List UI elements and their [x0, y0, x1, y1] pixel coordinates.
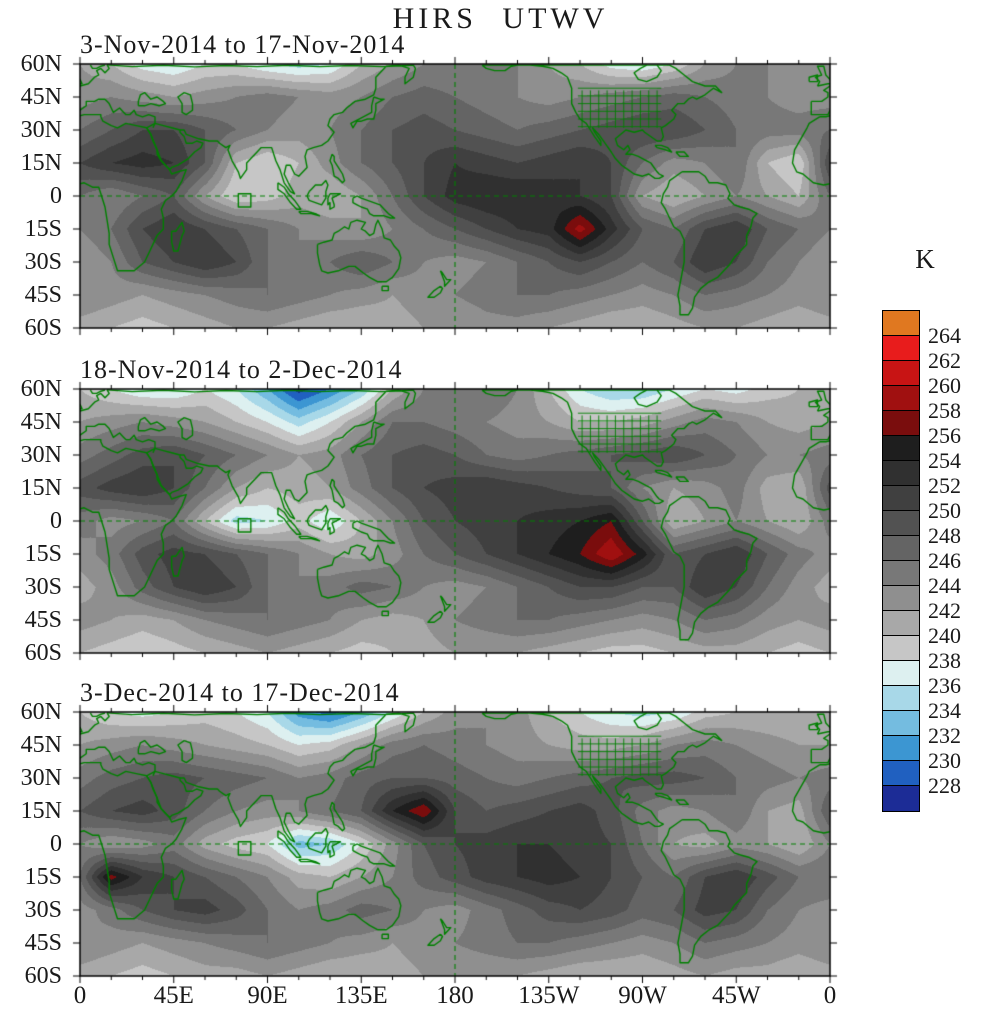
- y-tick-label: 15N: [20, 798, 62, 824]
- figure-title: HIRS UTWV: [392, 2, 609, 35]
- y-tick-label: 60N: [20, 376, 62, 402]
- colorbar-tick-label: 264: [928, 323, 961, 348]
- y-tick-label: 15N: [20, 475, 62, 501]
- colorbar-box: [883, 561, 919, 586]
- colorbar-tick-label: 246: [928, 548, 961, 573]
- y-tick-label: 45N: [20, 409, 62, 435]
- colorbar-box: [883, 711, 919, 736]
- map-canvas-panel-2: [72, 381, 838, 661]
- y-tick-label: 45N: [20, 84, 62, 110]
- x-tick-label: 135E: [334, 982, 388, 1009]
- colorbar-tick-label: 262: [928, 348, 961, 373]
- colorbar-tick-label: 258: [928, 398, 961, 423]
- colorbar-box: [883, 536, 919, 561]
- map-canvas-panel-3: [72, 704, 838, 984]
- y-tick-label: 45S: [24, 282, 62, 308]
- x-tick-label: 90W: [618, 982, 667, 1009]
- colorbar-tick-label: 254: [928, 448, 961, 473]
- colorbar-box: [883, 661, 919, 686]
- colorbar-box: [883, 411, 919, 436]
- colorbar-tick-label: 232: [928, 723, 961, 748]
- x-axis-labels: 0 45E 90E 135E 180 135W 90W 45W 0: [0, 982, 1001, 1012]
- y-tick-label: 30S: [24, 574, 62, 600]
- colorbar-tick-label: 256: [928, 423, 961, 448]
- colorbar-tick-label: 252: [928, 473, 961, 498]
- colorbar-box: [883, 786, 919, 811]
- x-tick-label: 135W: [518, 982, 580, 1009]
- colorbar-boxes: [882, 310, 920, 812]
- y-tick-label: 30S: [24, 897, 62, 923]
- y-tick-label: 45N: [20, 732, 62, 758]
- y-tick-label: 60N: [20, 699, 62, 725]
- y-tick-label: 30N: [20, 442, 62, 468]
- y-tick-label: 0: [50, 831, 62, 857]
- y-tick-label: 60S: [24, 963, 62, 989]
- y-tick-label: 45S: [24, 607, 62, 633]
- colorbar-box: [883, 736, 919, 761]
- x-tick-label: 45W: [711, 982, 761, 1009]
- colorbar-box: [883, 511, 919, 536]
- colorbar-box: [883, 461, 919, 486]
- colorbar-box: [883, 686, 919, 711]
- y-tick-label: 60N: [20, 51, 62, 77]
- colorbar-box: [883, 761, 919, 786]
- y-tick-label: 15S: [24, 541, 62, 567]
- x-tick-label: 90E: [247, 982, 288, 1009]
- colorbar-tick-label: 244: [928, 573, 961, 598]
- colorbar-box: [883, 361, 919, 386]
- colorbar-tick-label: 228: [928, 773, 961, 798]
- x-tick-label: 180: [436, 982, 474, 1009]
- y-axis-labels-panel-1: 60N 45N 30N 15N 0 15S 30S 45S 60S: [0, 51, 68, 341]
- colorbar-box: [883, 336, 919, 361]
- colorbar-box: [883, 611, 919, 636]
- colorbar-box: [883, 311, 919, 336]
- colorbar-tick-label: 230: [928, 748, 961, 773]
- colorbar-box: [883, 586, 919, 611]
- panel-1-title: 3-Nov-2014 to 17-Nov-2014: [80, 30, 406, 59]
- colorbar-box: [883, 436, 919, 461]
- colorbar-tick-label: 238: [928, 648, 961, 673]
- y-tick-label: 45S: [24, 930, 62, 956]
- colorbar-tick-label: 260: [928, 373, 961, 398]
- panel-2-title: 18-Nov-2014 to 2-Dec-2014: [80, 355, 403, 384]
- y-tick-label: 15S: [24, 216, 62, 242]
- y-tick-label: 60S: [24, 315, 62, 341]
- x-tick-label: 0: [823, 982, 837, 1009]
- map-canvas-panel-1: [72, 56, 838, 336]
- colorbar: K 264 262 260 258 256 254 252 250 248 246 244 242 24…: [882, 244, 1001, 812]
- colorbar-tick-label: 248: [928, 523, 961, 548]
- colorbar-box: [883, 486, 919, 511]
- x-tick-label: 45E: [153, 982, 194, 1009]
- y-tick-label: 60S: [24, 640, 62, 666]
- panel-3-title: 3-Dec-2014 to 17-Dec-2014: [80, 678, 400, 707]
- y-tick-label: 0: [50, 183, 62, 209]
- y-tick-label: 15S: [24, 864, 62, 890]
- y-axis-labels-panel-2: 60N 45N 30N 15N 0 15S 30S 45S 60S: [0, 376, 68, 666]
- y-tick-label: 0: [50, 508, 62, 534]
- x-tick-label: 0: [73, 982, 87, 1009]
- colorbar-box: [883, 386, 919, 411]
- colorbar-tick-label: 242: [928, 598, 961, 623]
- y-tick-label: 30N: [20, 117, 62, 143]
- y-tick-label: 30N: [20, 765, 62, 791]
- colorbar-tick-label: 234: [928, 698, 961, 723]
- colorbar-tick-label: 236: [928, 673, 961, 698]
- y-axis-labels-panel-3: 60N 45N 30N 15N 0 15S 30S 45S 60S: [0, 699, 68, 989]
- colorbar-tick-label: 240: [928, 623, 961, 648]
- colorbar-tick-label: 250: [928, 498, 961, 523]
- colorbar-unit-label: K: [915, 244, 935, 274]
- y-tick-label: 15N: [20, 150, 62, 176]
- y-tick-label: 30S: [24, 249, 62, 275]
- colorbar-box: [883, 636, 919, 661]
